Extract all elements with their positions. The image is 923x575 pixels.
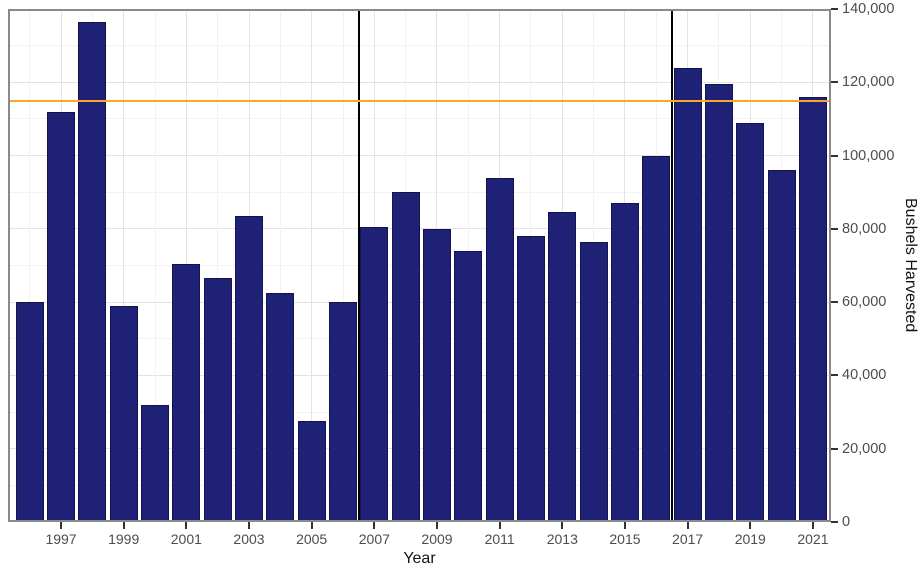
bar-2001 [172,263,201,522]
y-tick-label: 60,000 [842,294,887,311]
bar-2008 [391,192,420,522]
v-gridline [154,9,156,522]
bar-2021 [798,96,827,522]
x-tick-label: 2003 [233,531,265,547]
h-gridline [8,81,831,83]
y-tick-label: 100,000 [842,147,895,164]
h-gridline [8,45,831,47]
bar-1996 [15,302,44,522]
x-tick-mark [686,522,689,529]
x-tick-label: 2013 [546,531,578,547]
plot-panel [8,9,831,522]
x-tick-label: 2015 [609,531,641,547]
bars-layer [8,9,831,522]
bar-2020 [767,170,796,522]
h-gridline [8,118,831,120]
v-gridline [29,9,31,522]
bar-1998 [78,21,107,522]
y-tick-label: 40,000 [842,367,887,384]
y-tick-mark [831,154,838,157]
y-tick-mark [831,301,838,304]
v-gridline [342,9,344,522]
x-tick-mark [623,522,626,529]
bar-2004 [266,292,295,522]
x-tick-mark [60,522,63,529]
x-tick-mark [310,522,313,529]
x-tick-mark [185,522,188,529]
x-tick-label: 2011 [484,531,515,547]
y-tick-label: 20,000 [842,440,887,457]
y-tick-label: 140,000 [842,1,895,17]
bar-2000 [141,404,170,522]
x-tick-label: 2007 [358,531,390,547]
x-tick-mark [749,522,752,529]
x-axis-title: Year [403,550,436,567]
y-tick-mark [831,521,838,523]
x-tick-label: 1997 [45,531,77,547]
h-gridline [8,155,831,157]
bar-2015 [610,203,639,522]
vertical-reference-line-2006.5 [357,9,360,522]
v-gridline [217,9,219,522]
vertical-reference-line-2016.5 [670,9,673,522]
horizontal-reference-line [8,99,831,102]
bar-2018 [704,84,733,522]
bar-2013 [548,212,577,522]
reference-lines-layer [8,9,831,522]
x-tick-label: 2005 [296,531,328,547]
y-tick-label: 80,000 [842,220,887,237]
bar-2017 [673,67,702,522]
x-tick-label: 2021 [797,531,829,547]
bar-2009 [422,228,451,522]
bar-2011 [485,177,514,522]
y-tick-label: 120,000 [842,74,895,91]
x-tick-label: 2001 [170,531,202,547]
x-tick-mark [498,522,501,529]
x-tick-mark [435,522,438,529]
bar-2007 [360,227,389,522]
x-tick-label: 2017 [672,531,704,547]
y-tick-mark [831,227,838,230]
x-tick-mark [122,522,125,529]
v-gridline [311,9,313,522]
y-tick-mark [831,81,838,84]
x-tick-mark [811,522,814,529]
bar-2003 [235,216,263,522]
bar-2016 [642,155,671,522]
y-axis-title-text: Bushels Harvested [902,198,919,333]
bar-2010 [454,250,483,522]
v-gridline [123,9,125,522]
y-tick-label: 0 [842,514,851,530]
v-gridline [279,9,281,522]
y-tick-mark [831,8,838,10]
x-tick-mark [561,522,564,529]
bar-2005 [297,421,326,522]
bar-2019 [736,122,765,522]
y-tick-mark [831,374,838,377]
x-tick-label: 1999 [108,531,140,547]
bar-1997 [47,111,76,522]
y-tick-mark [831,447,838,450]
x-tick-label: 2019 [734,531,766,547]
x-tick-label: 2009 [421,531,453,547]
y-axis-title: Bushels Harvested [897,9,923,522]
x-tick-mark [373,522,376,529]
bar-2002 [203,278,232,522]
bar-1999 [109,305,138,522]
x-tick-mark [248,522,250,529]
bar-2012 [516,236,545,522]
